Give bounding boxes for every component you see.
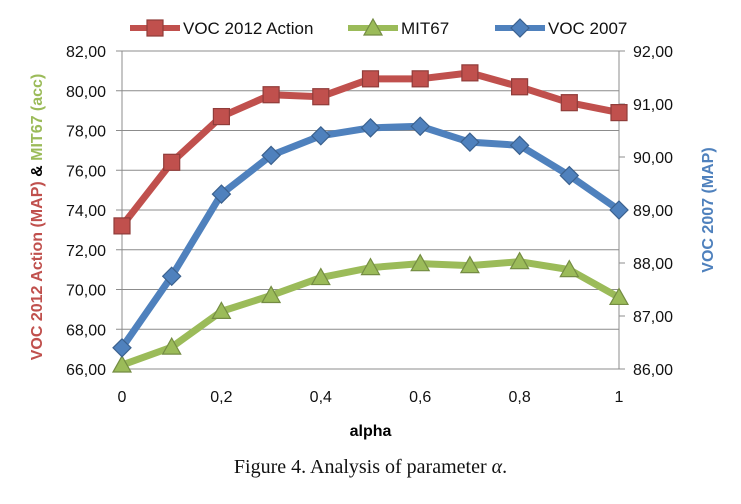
figure-caption: Figure 4. Analysis of parameter α. — [0, 456, 741, 479]
x-tick-label: 0 — [118, 389, 127, 406]
data-point-mit67 — [360, 257, 381, 276]
data-point-voc-2012-action — [461, 64, 479, 82]
y-right-tick-label: 86,00 — [633, 362, 673, 379]
y-axis-left-title: VOC 2012 Action (MAP) & MIT67 (acc) — [29, 74, 46, 361]
caption-symbol: α — [491, 456, 503, 478]
series-line-voc-2012-action — [118, 69, 623, 230]
data-point-mit67 — [310, 267, 331, 286]
y-right-tick-label: 88,00 — [633, 256, 673, 273]
data-point-mit67 — [111, 354, 133, 373]
data-point-voc-2012-action — [312, 88, 330, 106]
y-right-tick-label: 90,00 — [633, 150, 673, 167]
data-point-mit67 — [509, 251, 530, 270]
data-point-mit67 — [608, 287, 630, 306]
data-point-mit67 — [559, 259, 580, 278]
data-point-mit67 — [261, 285, 282, 304]
data-point-voc-2007 — [211, 184, 232, 204]
y-axis-left-title-part: VOC 2012 Action (MAP) — [29, 181, 46, 360]
data-point-voc-2007 — [559, 165, 580, 186]
y-left-tick-label: 80,00 — [66, 84, 106, 101]
data-point-mit67 — [459, 255, 480, 274]
y-right-tick-label: 91,00 — [633, 97, 673, 114]
data-point-voc-2012-action — [411, 70, 429, 88]
y-left-tick-label: 66,00 — [66, 362, 106, 379]
data-point-voc-2012-action — [361, 70, 380, 88]
x-tick-label: 0,6 — [409, 389, 431, 406]
y-left-tick-label: 82,00 — [66, 44, 106, 61]
x-tick-label: 0,8 — [508, 389, 530, 406]
x-tick-label: 0,4 — [310, 389, 332, 406]
data-point-voc-2012-action — [113, 217, 131, 235]
data-point-voc-2012-action — [262, 86, 280, 104]
data-point-mit67 — [211, 301, 232, 319]
y-axis-left-title-part: MIT67 (acc) — [29, 74, 46, 166]
data-point-voc-2007 — [360, 118, 381, 138]
series-line-mit67 — [118, 258, 623, 369]
y-left-tick-label: 72,00 — [66, 243, 106, 260]
legend-label-voc-2012-action: VOC 2012 Action — [183, 19, 313, 38]
line-chart: 66,00 68,00 70,00 72,00 74,00 76,00 78,00 80,00… — [29, 17, 717, 440]
data-point-voc-2012-action — [511, 78, 529, 96]
legend-marker-voc-2007 — [510, 18, 530, 38]
data-point-voc-2012-action — [560, 94, 578, 112]
y-axis-right-title: VOC 2007 (MAP) — [700, 147, 717, 272]
legend-label-mit67: MIT67 — [401, 19, 449, 38]
y-left-tick-label: 70,00 — [66, 283, 106, 300]
data-point-voc-2007 — [410, 116, 431, 137]
y-left-tick-label: 76,00 — [66, 163, 106, 180]
data-point-mit67 — [410, 253, 431, 272]
data-point-voc-2007 — [460, 132, 480, 153]
y-right-tick-label: 92,00 — [633, 44, 673, 61]
data-point-voc-2012-action — [610, 104, 628, 122]
data-point-voc-2007 — [112, 337, 132, 358]
series-line-voc-2007 — [118, 122, 623, 352]
data-point-mit67 — [161, 336, 182, 355]
legend-label-voc-2007: VOC 2007 — [548, 19, 627, 38]
x-axis-title: alpha — [350, 423, 392, 440]
x-tick-label: 0,2 — [210, 389, 232, 406]
y-right-tick-label: 89,00 — [633, 203, 673, 220]
data-point-voc-2007 — [310, 125, 331, 146]
legend-marker-mit67 — [362, 17, 384, 36]
y-left-tick-label: 78,00 — [66, 124, 106, 141]
y-right-tick-label: 87,00 — [633, 309, 673, 326]
x-tick-label: 1 — [615, 389, 624, 406]
caption-suffix: . — [502, 456, 508, 478]
data-point-voc-2012-action — [163, 153, 181, 171]
data-point-voc-2007 — [509, 135, 530, 156]
legend-marker-voc-2012-action — [146, 19, 164, 37]
data-point-voc-2007 — [261, 145, 281, 166]
data-point-voc-2012-action — [212, 107, 230, 126]
data-point-voc-2007 — [609, 200, 629, 220]
caption-prefix: Figure 4. Analysis of parameter — [233, 456, 492, 478]
y-left-tick-label: 68,00 — [66, 322, 106, 339]
data-point-voc-2007 — [161, 266, 182, 287]
y-left-tick-label: 74,00 — [66, 203, 106, 220]
y-axis-left-title-part: & — [29, 165, 46, 181]
